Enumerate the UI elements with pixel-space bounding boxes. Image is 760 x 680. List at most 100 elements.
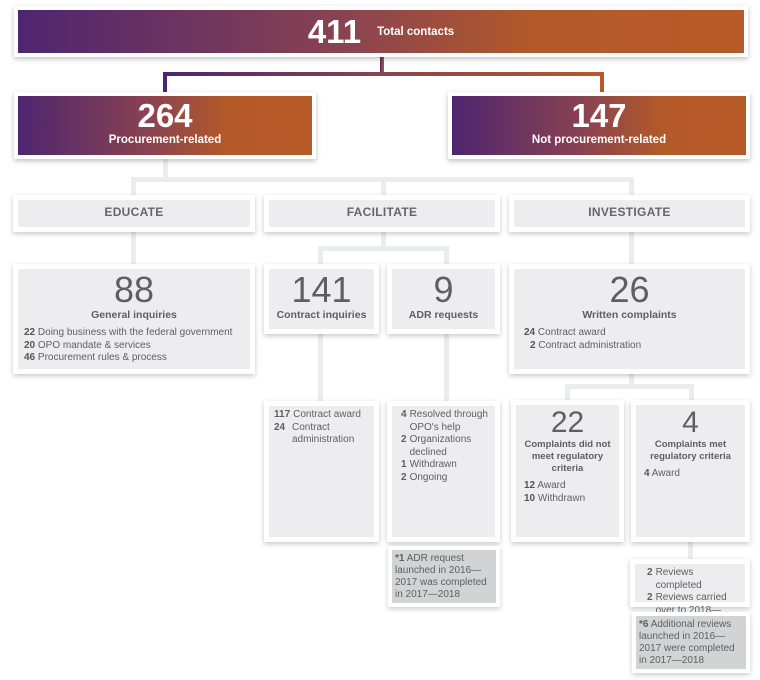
item-count: 10	[524, 492, 536, 504]
list-item: 12 Award	[524, 480, 611, 493]
reviews-box: 2 Reviews completed 2 Reviews carried over…	[630, 559, 750, 628]
connector-right	[600, 72, 604, 96]
item-text: Contract award	[293, 409, 361, 420]
not-met-list: 12 Award 10 Withdrawn	[524, 480, 611, 505]
footnote-marker: *6	[639, 619, 649, 630]
connector-facilitate-split	[318, 246, 449, 251]
item-count: 2	[401, 471, 407, 483]
item-text: Contract administration	[538, 339, 642, 351]
procurement-related-box: 264 Procurement-related	[14, 92, 316, 159]
not-met-value: 22	[550, 406, 585, 439]
adr-requests-detail: 4 Resolved through OPO's help 2 Organizati…	[387, 401, 500, 542]
item-text: Organizations declined	[409, 434, 472, 458]
connector-facilitate-down	[381, 230, 386, 250]
list-item: 2 Ongoing	[401, 472, 488, 485]
connector-facilitate	[381, 177, 386, 199]
contract-inquiries-box: 141 Contract inquiries	[264, 264, 379, 334]
item-text: Ongoing	[409, 471, 448, 483]
met-label: Complaints met regulatory criteria	[650, 439, 731, 462]
not-met-label: Complaints did not meet regulatory crite…	[524, 439, 611, 474]
general-inquiries-label: General inquiries	[91, 309, 177, 321]
item-text: Doing business with the federal governme…	[37, 327, 233, 338]
item-count: 2	[647, 567, 653, 578]
list-item: 1 Withdrawn	[401, 459, 488, 472]
adr-footnote: *1 ADR request launched in 2016—2017 was…	[388, 546, 500, 607]
list-item: 2 Reviews completed	[647, 567, 740, 592]
footnote-marker: *1	[395, 553, 405, 564]
footnote-text: ADR request launched in 2016—2017 was co…	[395, 553, 487, 600]
connector-educate-down	[131, 230, 136, 270]
adr-requests-label: ADR requests	[408, 309, 479, 321]
item-text: Award	[651, 468, 680, 479]
category-educate: EDUCATE	[13, 195, 255, 232]
item-text: Procurement rules & process	[37, 352, 167, 363]
footnote-text: Additional reviews launched in 2016—2017…	[639, 619, 735, 666]
item-count: 46	[24, 352, 36, 363]
procurement-value: 264	[137, 97, 193, 134]
met-value: 4	[682, 406, 699, 439]
connector-total	[380, 53, 384, 74]
written-complaints-list: 24 Contract award 2 Contract administrat…	[524, 327, 735, 352]
contract-inquiries-detail: 117 Contract award 24 Contract administrat…	[264, 401, 379, 542]
item-count: 24	[274, 421, 286, 433]
item-text: Resolved through OPO's help	[409, 409, 488, 433]
item-count: 2	[401, 434, 407, 445]
item-count: 24	[524, 327, 536, 338]
connector-investigate-down	[629, 230, 634, 270]
list-item: 117 Contract award	[274, 409, 369, 422]
adr-requests-box: 9 ADR requests	[387, 264, 500, 334]
item-count: 22	[24, 327, 36, 338]
item-count: 4	[644, 468, 650, 479]
category-facilitate: FACILITATE	[264, 195, 500, 232]
connector-educate	[131, 177, 136, 199]
list-item: 24 Contract administration	[274, 422, 369, 447]
list-item: 24 Contract award	[524, 327, 735, 340]
not-procurement-value: 147	[571, 97, 627, 134]
contract-inquiries-value: 141	[291, 269, 352, 310]
item-text: Withdrawn	[537, 492, 586, 504]
connector-procurement	[163, 156, 168, 181]
reviews-footnote: *6 Additional reviews launched in 2016—2…	[632, 612, 750, 673]
item-count: 2	[647, 592, 653, 603]
connector-complaints	[629, 370, 634, 388]
connector-left	[163, 72, 167, 96]
connector-adr	[444, 246, 449, 270]
item-text: Contract administration	[292, 421, 355, 446]
connector-contract-detail	[318, 330, 323, 405]
list-item: 20 OPO mandate & services	[24, 340, 244, 353]
connector-met	[689, 384, 694, 404]
written-complaints-value: 26	[609, 269, 650, 310]
adr-requests-value: 9	[433, 269, 454, 310]
total-label: Total contacts	[377, 25, 455, 38]
connector-reviews	[688, 538, 693, 561]
met-list: 4 Award	[644, 468, 737, 481]
item-count: 2	[530, 339, 536, 351]
total-value: 411	[307, 12, 362, 50]
list-item: 2 Contract administration	[524, 340, 735, 353]
list-item: 46 Procurement rules & process	[24, 352, 244, 365]
item-count: 4	[401, 409, 407, 420]
total-contacts-box: 411 Total contacts	[14, 6, 748, 57]
procurement-label: Procurement-related	[108, 134, 222, 146]
item-count: 117	[274, 409, 291, 420]
item-count: 1	[401, 459, 407, 470]
item-text: Reviews completed	[655, 567, 702, 591]
not-procurement-label: Not procurement-related	[531, 134, 667, 146]
not-procurement-related-box: 147 Not procurement-related	[448, 92, 750, 159]
category-investigate: INVESTIGATE	[509, 195, 750, 232]
list-item: 4 Award	[644, 468, 737, 481]
connector-not-met	[565, 384, 570, 404]
item-count: 20	[24, 339, 36, 351]
met-criteria-box: 4 Complaints met regulatory criteria 4 A…	[631, 400, 750, 542]
not-met-criteria-box: 22 Complaints did not meet regulatory cr…	[511, 400, 624, 542]
connector-adr-detail	[444, 330, 449, 405]
list-item: 10 Withdrawn	[524, 493, 611, 506]
contract-inquiries-label: Contract inquiries	[276, 309, 367, 321]
general-inquiries-list: 22 Doing business with the federal gover…	[24, 327, 244, 365]
general-inquiries-value: 88	[113, 269, 155, 310]
item-text: Award	[537, 480, 566, 491]
item-text: OPO mandate & services	[37, 339, 151, 351]
connector-contract	[318, 246, 323, 270]
connector-split	[163, 72, 604, 76]
connector-complaints-split	[565, 384, 694, 389]
